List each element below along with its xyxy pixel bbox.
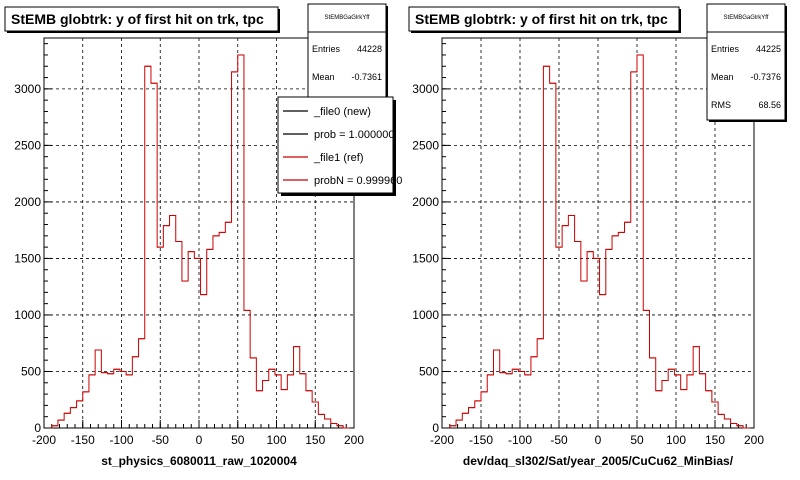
chart-title: StEMB globtrk: y of first hit on trk, tp…: [415, 11, 668, 27]
title-box: [4, 6, 279, 32]
legend-box: [277, 96, 394, 194]
legend-entry: _file0 (new): [313, 106, 371, 118]
stats-label: RMS: [711, 100, 731, 110]
y-tick-label: 2500: [412, 138, 439, 152]
y-tick-label: 500: [419, 364, 439, 378]
y-tick-label: 2000: [412, 195, 439, 209]
title-box: [408, 6, 680, 32]
stats-value: 44225: [756, 44, 781, 54]
y-tick-label: 1000: [14, 308, 41, 322]
x-tick-label: 0: [595, 433, 602, 447]
stats-value: -0.7361: [351, 72, 382, 82]
x-tick-label: 100: [666, 433, 686, 447]
legend-entry: prob = 1.000000: [314, 129, 394, 141]
stats-value: 68.56: [758, 100, 781, 110]
x-tick-label: -200: [430, 433, 454, 447]
x-tick-label: 200: [344, 433, 364, 447]
chart-panel-1: -200 -150 -100 -50 0 50 100 150 2000500100015002…: [4, 3, 402, 468]
x-tick-label: -150: [469, 433, 493, 447]
y-tick-label: 1500: [14, 251, 41, 265]
stats-box: [706, 3, 786, 121]
x-tick-label: 0: [196, 433, 203, 447]
stats-label: Mean: [312, 72, 335, 82]
y-tick-label: 0: [34, 421, 41, 435]
chart-panel-2: -200 -150 -100 -50 0 50 100 150 2000500100015002…: [408, 3, 787, 468]
x-tick-label: 150: [305, 433, 325, 447]
x-tick-label: 150: [705, 433, 725, 447]
y-tick-label: 3000: [412, 82, 439, 96]
x-tick-label: -100: [508, 433, 532, 447]
stats-label: Entries: [312, 44, 341, 54]
x-axis-label: st_physics_6080011_raw_1020004: [101, 454, 297, 468]
x-axis-label: dev/daq_sl302/Sat/year_2005/CuCu62_MinBi…: [463, 454, 734, 468]
stats-name: StEMBGaGlrkYff: [325, 15, 370, 21]
y-tick-label: 500: [21, 364, 41, 378]
chart-title: StEMB globtrk: y of first hit on trk, tp…: [11, 11, 264, 27]
x-tick-label: -50: [550, 433, 568, 447]
stats-label: Entries: [711, 44, 740, 54]
x-tick-label: -150: [71, 433, 95, 447]
x-tick-label: 50: [630, 433, 644, 447]
x-tick-label: -50: [152, 433, 170, 447]
y-tick-label: 1500: [412, 251, 439, 265]
y-tick-label: 0: [432, 421, 439, 435]
y-tick-label: 1000: [412, 308, 439, 322]
x-tick-label: 100: [266, 433, 286, 447]
y-tick-label: 3000: [14, 82, 41, 96]
legend-entry: _file1 (ref): [313, 152, 364, 164]
stats-label: Mean: [711, 72, 734, 82]
stats-name: StEMBGaGlrkYff: [724, 15, 769, 21]
stats-value: -0.7376: [750, 72, 781, 82]
stats-value: 44228: [357, 44, 382, 54]
x-tick-label: -100: [109, 433, 133, 447]
x-tick-label: 200: [744, 433, 764, 447]
y-tick-label: 2000: [14, 195, 41, 209]
x-tick-label: -200: [32, 433, 56, 447]
x-tick-label: 50: [231, 433, 245, 447]
legend-entry: probN = 0.999960: [314, 175, 402, 187]
y-tick-label: 2500: [14, 138, 41, 152]
